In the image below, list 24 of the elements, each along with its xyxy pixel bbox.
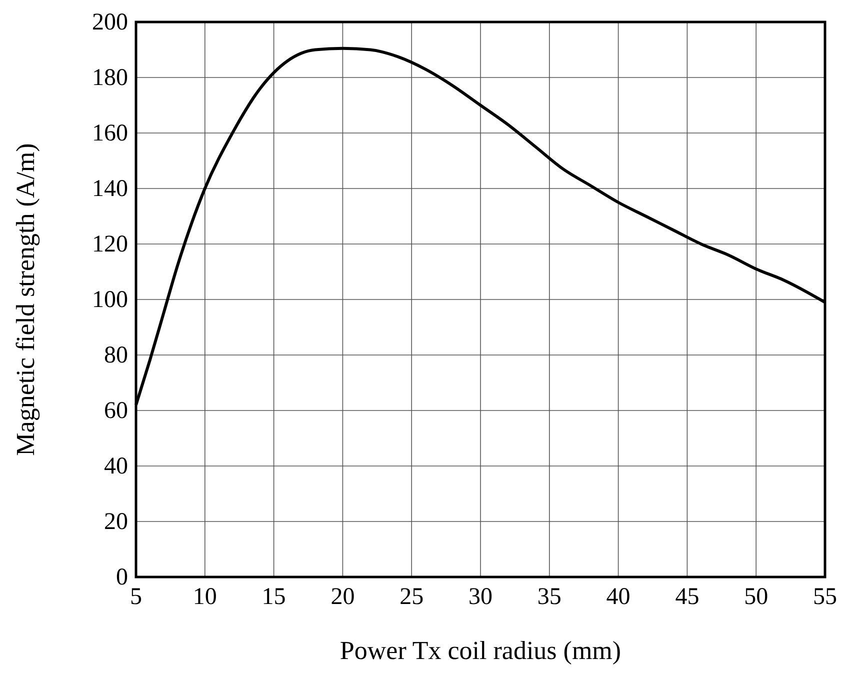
y-tick-label: 80 [104, 342, 128, 369]
x-tick-label: 55 [813, 584, 837, 610]
x-tick-label: 5 [130, 584, 142, 610]
x-tick-label: 25 [400, 584, 424, 610]
y-tick-label: 100 [92, 287, 128, 314]
y-tick-label: 120 [92, 232, 128, 258]
x-tick-label: 50 [744, 584, 768, 610]
x-tick-label: 45 [675, 584, 700, 610]
y-tick-label: 200 [92, 10, 128, 36]
y-tick-label: 20 [104, 509, 128, 536]
y-tick-label: 0 [116, 564, 128, 591]
y-tick-label: 160 [92, 120, 128, 147]
x-tick-label: 20 [330, 584, 355, 610]
x-tick-label: 30 [468, 584, 492, 610]
x-tick-label: 35 [537, 584, 562, 610]
x-tick-label: 15 [262, 584, 286, 610]
x-axis-title: Power Tx coil radius (mm) [340, 636, 622, 665]
y-tick-label: 40 [104, 454, 128, 480]
x-tick-label: 10 [192, 584, 217, 610]
y-tick-label: 180 [92, 65, 128, 92]
y-axis-title: Magnetic field strength (A/m) [11, 143, 40, 456]
y-tick-label: 60 [104, 398, 128, 424]
x-tick-label: 40 [606, 584, 630, 610]
y-tick-label: 140 [92, 176, 128, 202]
